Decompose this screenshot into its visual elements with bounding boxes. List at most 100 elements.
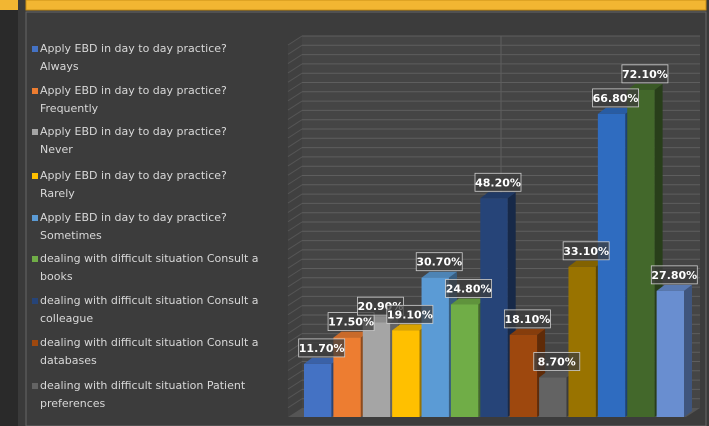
data-label-box (298, 338, 346, 358)
data-label-box (503, 309, 551, 329)
bar (450, 304, 479, 417)
bar-top (450, 298, 487, 305)
legend-swatch (32, 298, 38, 304)
bar (509, 334, 538, 417)
legend-entry: Apply EBD in day to day practice? Freque… (32, 82, 262, 118)
grid-line (287, 249, 303, 260)
data-label-box (327, 312, 375, 331)
bar-top (568, 260, 604, 267)
data-label-box (621, 64, 669, 84)
grid-line (287, 156, 303, 167)
grid-line (287, 35, 303, 46)
bar-top (597, 107, 634, 114)
grid-line (287, 286, 303, 297)
legend-swatch (32, 215, 38, 221)
legend-entry: Apply EBD in day to day practice? Never (32, 123, 262, 159)
grid-line (287, 147, 303, 158)
grid-line (287, 277, 303, 288)
legend-swatch (32, 88, 38, 94)
data-label-box (386, 304, 434, 324)
legend-swatch (32, 383, 38, 389)
data-label-text: 30.70% (416, 256, 462, 269)
legend-entry: Apply EBD in day to day practice? Someti… (32, 209, 262, 245)
data-label: 48.20% (474, 172, 522, 192)
legend-label: dealing with difficult situation Consult… (40, 294, 259, 325)
data-label: 24.80% (445, 279, 493, 298)
grid-line (287, 63, 303, 74)
grid-line (287, 82, 303, 92)
data-label: 72.10% (621, 64, 669, 84)
bar-top (333, 331, 369, 338)
data-label-text: 8.70% (538, 356, 576, 369)
data-label-box (415, 252, 463, 272)
grid-line (287, 72, 303, 83)
data-label-text: 72.10% (622, 68, 668, 81)
data-label-box (474, 172, 522, 192)
grid-line (287, 370, 303, 381)
grid-line (287, 379, 303, 390)
bar (656, 290, 684, 417)
data-label-text: 11.70% (299, 342, 345, 355)
data-label-text: 27.80% (651, 269, 697, 282)
legend-entry: dealing with difficult situation Consult… (32, 334, 262, 370)
left-panel-header (0, 0, 18, 10)
bar (568, 266, 596, 417)
data-label-text: 24.80% (446, 282, 492, 295)
data-label-box (562, 241, 610, 261)
grid-line (287, 109, 303, 120)
bar (627, 89, 655, 417)
grid-line (287, 258, 303, 269)
data-label: 18.10% (503, 309, 551, 329)
legend-label: dealing with difficult situation Patient… (40, 379, 246, 410)
grid-line (287, 54, 303, 65)
bar-top (627, 83, 663, 90)
data-label: 30.70% (415, 252, 463, 272)
data-label: 11.70% (298, 338, 346, 358)
grid-line (287, 333, 303, 344)
bar (539, 377, 567, 417)
grid-line (287, 398, 303, 409)
legend-entry: Apply EBD in day to day practice? Rarely (32, 167, 262, 203)
data-label: 66.80% (592, 88, 639, 108)
legend-label: Apply EBD in day to day practice? Always (40, 42, 227, 73)
grid-line (287, 314, 303, 325)
grid-line (287, 212, 303, 223)
data-label-box (445, 279, 493, 298)
data-label-box (592, 88, 639, 108)
legend-swatch (32, 256, 38, 262)
legend-label: dealing with difficult situation Consult… (40, 336, 259, 367)
bar (304, 363, 332, 417)
legend-entry: dealing with difficult situation Consult… (32, 292, 262, 328)
grid-line (287, 388, 303, 399)
grid-line (287, 175, 303, 185)
top-banner (25, 0, 707, 11)
bar-top (509, 328, 546, 335)
data-label-box (650, 265, 698, 285)
legend-swatch (32, 173, 38, 179)
legend-label: Apply EBD in day to day practice? Never (40, 125, 227, 156)
grid-line (287, 165, 303, 176)
data-label-text: 19.10% (387, 308, 433, 321)
bar-top (480, 192, 516, 199)
data-label-text: 17.50% (328, 316, 374, 329)
grid-line (287, 137, 303, 148)
legend-entry: dealing with difficult situation Patient… (32, 377, 262, 413)
legend-entry: Apply EBD in day to day practice? Always (32, 40, 262, 76)
grid-line (287, 323, 303, 334)
grid-line (287, 268, 303, 278)
legend-entry: dealing with difficult situation Consult… (32, 250, 262, 286)
bar-top (539, 371, 575, 378)
data-label: 8.70% (533, 352, 581, 371)
bar-top (304, 357, 340, 364)
grid-line (287, 361, 303, 371)
left-panel (0, 0, 18, 426)
data-label-text: 33.10% (563, 245, 609, 258)
grid-line (287, 91, 303, 102)
grid-line (287, 295, 303, 306)
legend-swatch (32, 46, 38, 52)
legend-swatch (32, 340, 38, 346)
legend-label: dealing with difficult situation Consult… (40, 252, 259, 283)
data-label: 17.50% (327, 312, 375, 331)
